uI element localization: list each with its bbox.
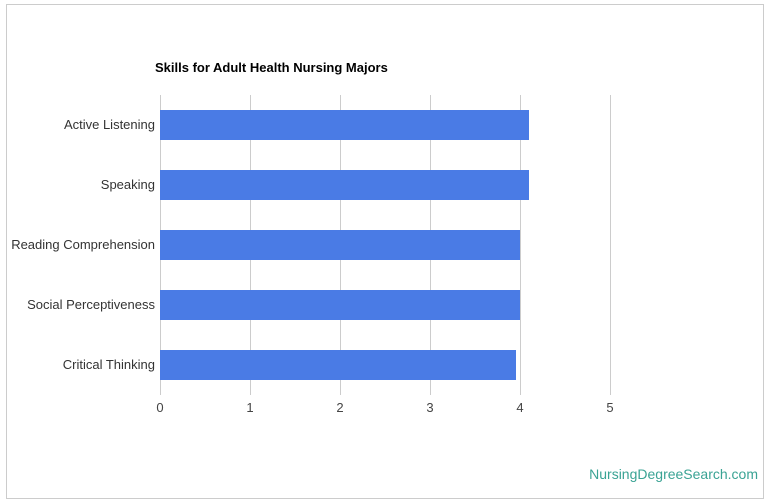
bar [160,350,516,380]
watermark-link[interactable]: NursingDegreeSearch.com [589,466,758,482]
bar-row [160,155,610,215]
category-label: Active Listening [63,117,155,133]
bar [160,290,520,320]
bar-row [160,275,610,335]
bar-row [160,215,610,275]
x-tick-label: 3 [426,400,434,415]
bar [160,230,520,260]
x-tick-label: 5 [606,400,614,415]
gridline [610,95,611,395]
x-axis-ticks: 0 1 2 3 4 5 [156,400,614,418]
category-label: Social Perceptiveness [27,297,155,313]
x-tick-label: 2 [336,400,344,415]
bar-rows [160,95,610,395]
gridline [520,95,521,395]
bar-row [160,335,610,395]
bar [160,170,529,200]
y-axis-labels: Active Listening Speaking Reading Comprehe… [10,95,155,395]
chart-title: Skills for Adult Health Nursing Majors [155,60,388,75]
bar-row [160,95,610,155]
plot-area [160,95,611,395]
category-label: Speaking [100,177,155,193]
x-tick-label: 0 [156,400,164,415]
bar [160,110,529,140]
x-tick-label: 1 [246,400,254,415]
category-label: Reading Comprehension [11,237,155,253]
category-label: Critical Thinking [62,357,155,373]
x-tick-label: 4 [516,400,524,415]
